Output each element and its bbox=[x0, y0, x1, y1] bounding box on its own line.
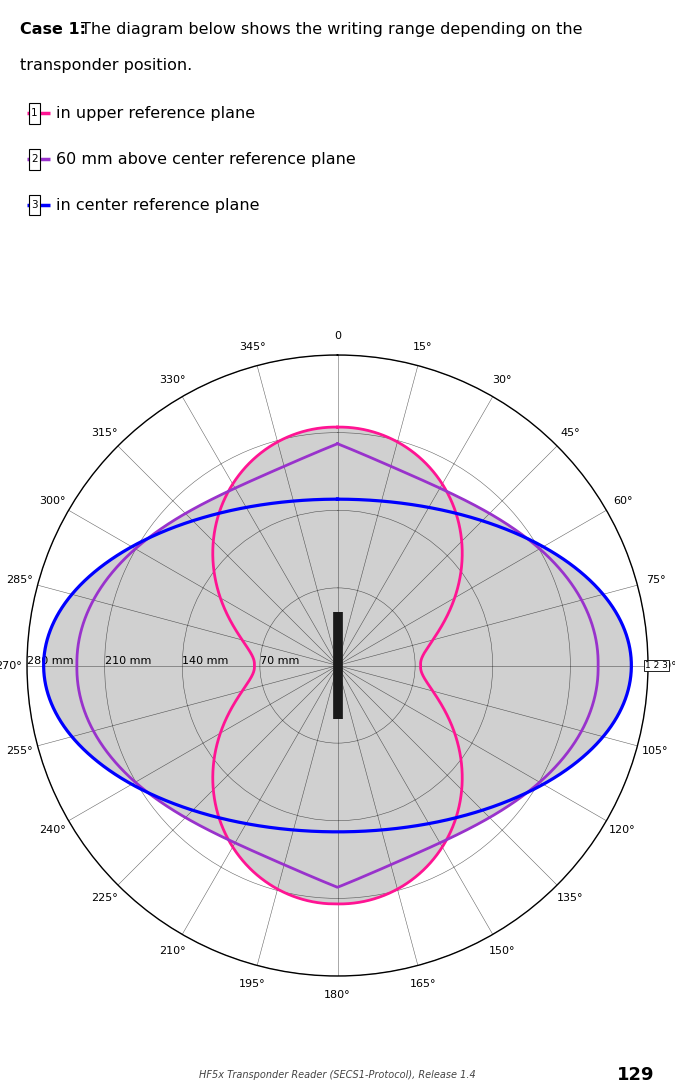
FancyBboxPatch shape bbox=[29, 149, 40, 169]
Text: 2: 2 bbox=[31, 154, 38, 165]
Text: 60 mm above center reference plane: 60 mm above center reference plane bbox=[57, 152, 356, 167]
Text: The diagram below shows the writing range depending on the: The diagram below shows the writing rang… bbox=[80, 22, 582, 37]
Text: 129: 129 bbox=[617, 1066, 655, 1083]
Text: transponder position.: transponder position. bbox=[20, 59, 192, 73]
Text: Case 1:: Case 1: bbox=[20, 22, 86, 37]
FancyBboxPatch shape bbox=[29, 104, 40, 123]
Polygon shape bbox=[44, 427, 631, 904]
Text: 1: 1 bbox=[31, 108, 38, 119]
Text: HF5x Transponder Reader (SECS1-Protocol), Release 1.4: HF5x Transponder Reader (SECS1-Protocol)… bbox=[199, 1069, 476, 1080]
Text: 1 2 3: 1 2 3 bbox=[645, 661, 668, 670]
Text: in center reference plane: in center reference plane bbox=[57, 197, 260, 213]
Text: 3: 3 bbox=[31, 200, 38, 211]
FancyBboxPatch shape bbox=[29, 195, 40, 215]
Text: in upper reference plane: in upper reference plane bbox=[57, 106, 256, 121]
